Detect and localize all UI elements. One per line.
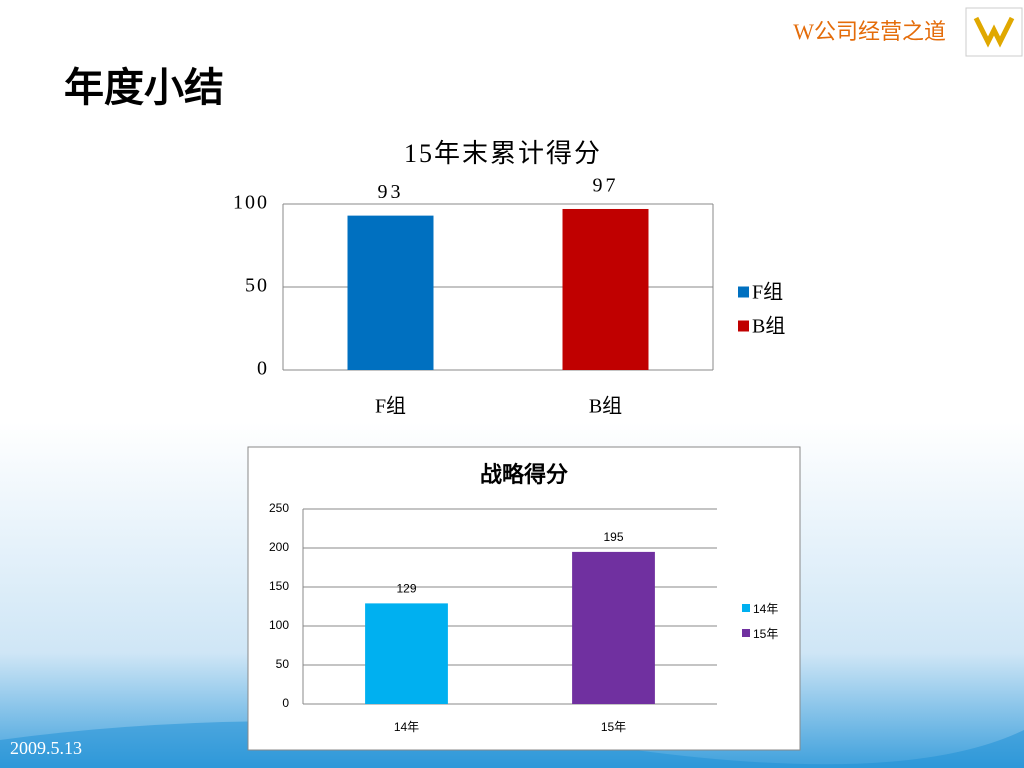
y-tick-label: 50 bbox=[276, 657, 290, 671]
bar bbox=[347, 215, 434, 370]
y-tick-label: 0 bbox=[282, 696, 289, 710]
logo-mark bbox=[973, 16, 1015, 48]
legend-label: 14年 bbox=[753, 602, 778, 616]
bar bbox=[365, 603, 448, 704]
x-tick-label: 15年 bbox=[601, 720, 626, 734]
legend-swatch bbox=[738, 320, 749, 332]
y-tick-label: 0 bbox=[257, 358, 269, 380]
legend-label: F组 bbox=[752, 281, 783, 304]
chart-frame bbox=[247, 446, 801, 751]
legend-swatch bbox=[742, 604, 750, 612]
value-label: 195 bbox=[603, 530, 623, 544]
value-label: 97 bbox=[593, 175, 619, 197]
y-tick-label: 250 bbox=[269, 501, 289, 515]
chart-title: 战略得分 bbox=[480, 462, 568, 487]
y-tick-label: 100 bbox=[233, 192, 269, 214]
value-label: 129 bbox=[396, 582, 416, 596]
legend-swatch bbox=[742, 629, 750, 637]
x-tick-label: 14年 bbox=[394, 720, 419, 734]
y-tick-label: 50 bbox=[245, 275, 269, 297]
y-tick-label: 100 bbox=[269, 618, 289, 632]
bar bbox=[572, 551, 655, 704]
legend-label: 15年 bbox=[753, 627, 778, 641]
bar bbox=[562, 208, 649, 370]
brand: W公司经营之道 bbox=[793, 19, 946, 44]
x-tick-label: F组 bbox=[375, 395, 406, 418]
x-tick-label: B组 bbox=[589, 395, 622, 418]
slide-title: 年度小结 bbox=[64, 65, 224, 110]
y-tick-label: 150 bbox=[269, 579, 289, 593]
legend-label: B组 bbox=[752, 315, 785, 338]
legend-swatch bbox=[738, 286, 749, 298]
value-label: 93 bbox=[378, 181, 404, 203]
chart-title: 15年末累计得分 bbox=[404, 139, 602, 168]
y-tick-label: 200 bbox=[269, 540, 289, 554]
date: 2009.5.13 bbox=[10, 738, 82, 758]
